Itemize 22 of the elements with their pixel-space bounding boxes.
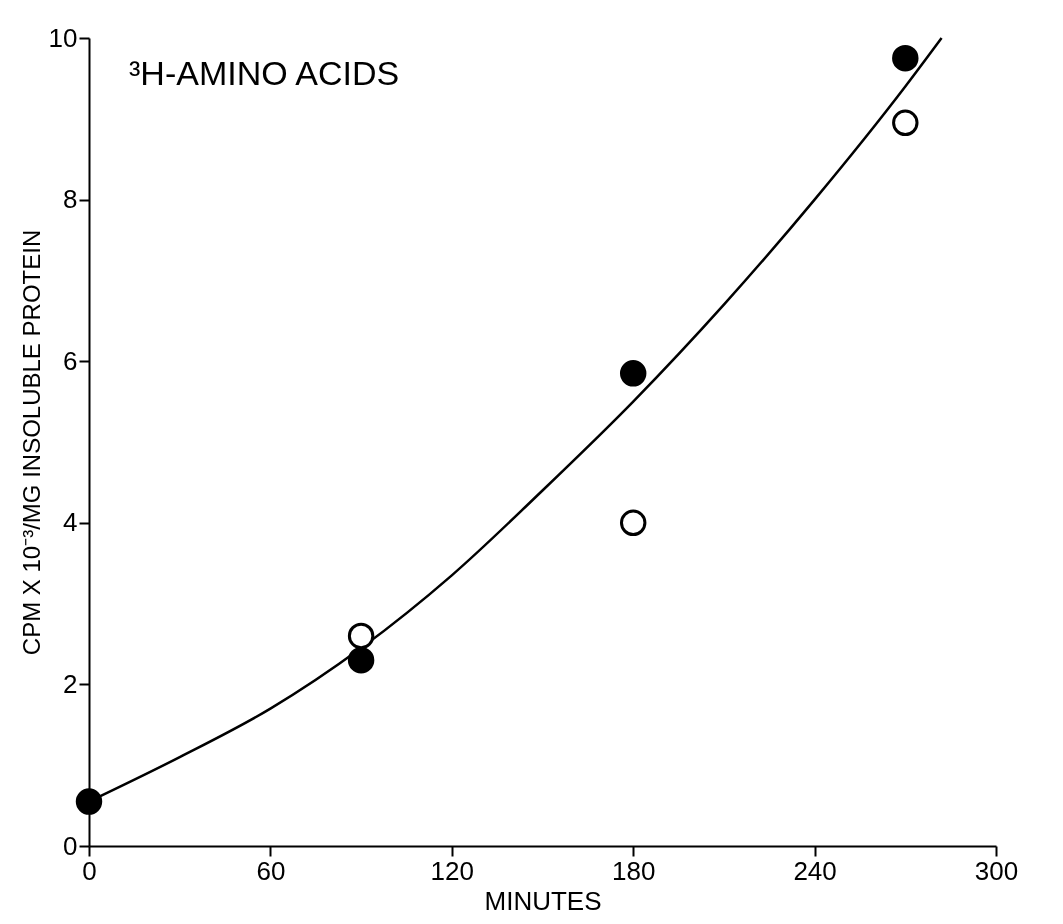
y-tick-label: 8	[63, 184, 78, 215]
point	[892, 109, 919, 137]
point	[892, 45, 919, 72]
point	[619, 360, 647, 387]
x-tick-label: 60	[256, 855, 286, 886]
y-tick-label: 2	[63, 668, 78, 699]
point	[347, 622, 375, 650]
point	[619, 509, 647, 536]
y-tick-label: 4	[63, 507, 78, 538]
x-tick-label: 180	[612, 855, 656, 886]
point	[347, 646, 375, 674]
annotation: ³H-AMINO ACIDS	[129, 54, 400, 92]
x-tick-label: 300	[974, 855, 1019, 886]
x-tick-label: 120	[430, 855, 474, 886]
x-axis-title: MINUTES	[484, 885, 602, 916]
y-tick-label: 10	[48, 22, 78, 53]
point	[75, 788, 103, 815]
y-tick-label: 6	[63, 345, 78, 376]
y-axis-title: CPM X 10⁻³/MG INSOLUBLE PROTEIN	[17, 229, 45, 656]
y-tick-label: 0	[63, 830, 78, 861]
x-tick-label: 240	[793, 855, 837, 886]
x-tick-label: 0	[82, 855, 97, 886]
